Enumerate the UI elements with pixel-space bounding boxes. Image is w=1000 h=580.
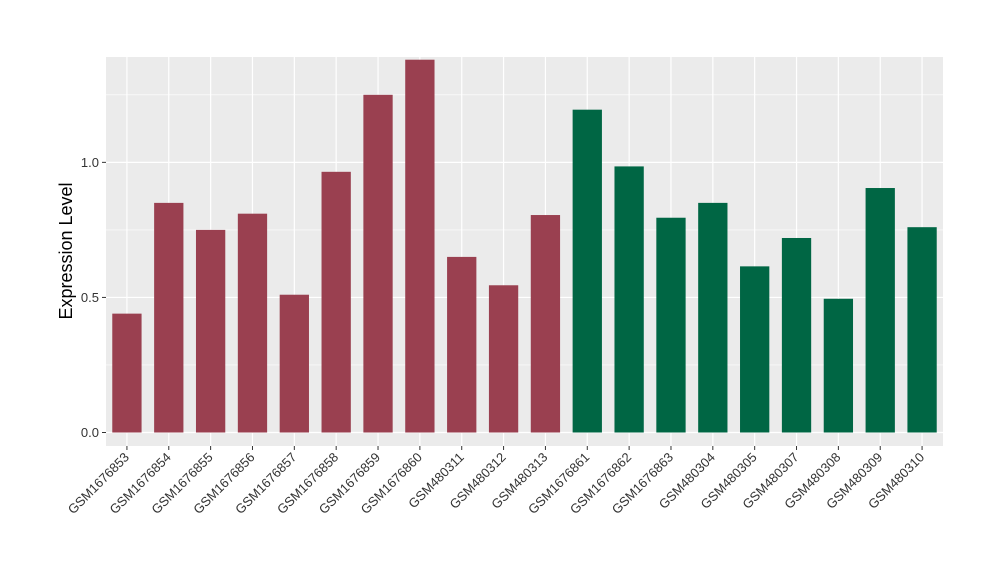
bar-gsm1676860 (405, 59, 435, 433)
bar-gsm1676861 (572, 109, 602, 433)
bar-gsm480311 (447, 256, 477, 433)
bar-gsm1676863 (656, 217, 686, 433)
x-axis: GSM1676853GSM1676854GSM1676855GSM1676856… (65, 446, 927, 517)
bar-gsm1676854 (154, 202, 184, 433)
y-axis-title: Expression Level (56, 182, 76, 319)
bar-gsm1676862 (614, 166, 644, 433)
bar-gsm480313 (530, 215, 561, 433)
bar-gsm1676859 (363, 94, 393, 433)
bar-gsm1676853 (112, 313, 142, 433)
y-tick-label: 0.5 (81, 290, 99, 305)
bars (112, 59, 937, 433)
y-tick-label: 0.0 (81, 425, 99, 440)
bar-gsm1676855 (195, 229, 226, 433)
bar-gsm480309 (865, 188, 895, 433)
y-tick-label: 1.0 (81, 155, 99, 170)
bar-gsm480307 (781, 237, 812, 433)
bar-gsm480304 (698, 202, 728, 433)
y-axis: 0.0 0.5 1.0 (81, 155, 106, 440)
bar-gsm1676857 (279, 294, 309, 433)
bar-gsm480312 (488, 285, 519, 433)
plot-panel (106, 57, 943, 446)
bar-gsm480305 (740, 266, 770, 433)
bar-gsm1676856 (237, 213, 268, 433)
bar-gsm480308 (823, 298, 854, 433)
bar-gsm480310 (907, 227, 937, 433)
bar-gsm1676858 (321, 171, 351, 433)
